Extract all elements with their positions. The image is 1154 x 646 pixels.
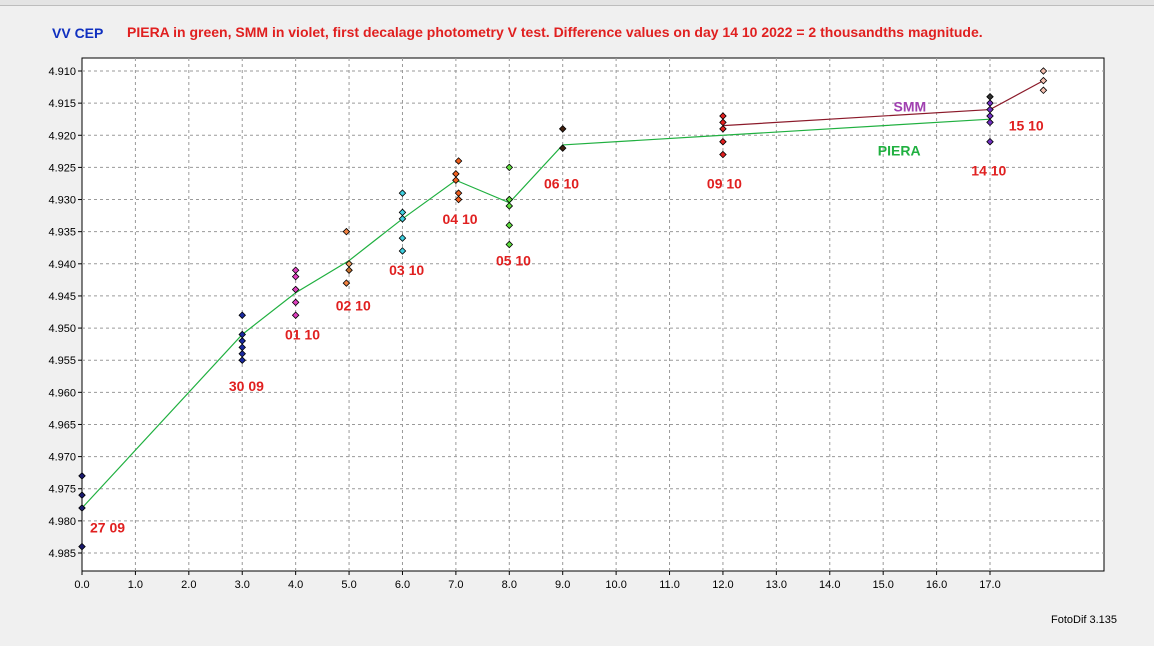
y-tick-label: 4.940 xyxy=(48,259,76,271)
data-point xyxy=(291,298,300,307)
x-tick-label: 13.0 xyxy=(766,579,787,591)
data-points xyxy=(78,67,1048,551)
data-point xyxy=(78,504,86,512)
date-label: 05 10 xyxy=(496,253,531,269)
x-tick-label: 17.0 xyxy=(979,579,1000,591)
series-line-piera xyxy=(81,118,991,509)
date-label: 09 10 xyxy=(707,175,742,191)
date-label: 15 10 xyxy=(1009,118,1044,134)
date-label: 02 10 xyxy=(336,298,371,314)
data-point xyxy=(238,311,247,319)
date-label: 04 10 xyxy=(443,211,478,227)
x-tick-label: 3.0 xyxy=(235,579,250,591)
y-tick-label: 4.925 xyxy=(48,162,76,174)
y-tick-label: 4.935 xyxy=(48,227,76,239)
date-label: 01 10 xyxy=(285,326,320,342)
date-label: 27 09 xyxy=(90,519,125,535)
data-point xyxy=(78,491,86,499)
data-point xyxy=(454,195,463,204)
x-tick-label: 16.0 xyxy=(926,579,947,591)
date-label: 03 10 xyxy=(389,262,424,278)
data-point xyxy=(398,215,407,223)
y-axis-ticks: 4.910 4.915 4.920 4.925 4.930 4.935 4.940 4.945… xyxy=(48,66,82,560)
x-tick-label: 0.0 xyxy=(74,579,89,591)
x-axis-ticks: 0.0 1.0 2.0 3.0 4.0 5.0 6.0 7.0 8.0 9.0 10.0 11.0 12… xyxy=(74,571,1001,591)
data-point xyxy=(505,163,514,172)
data-point xyxy=(291,285,300,294)
y-tick-label: 4.950 xyxy=(48,323,76,335)
x-tick-label: 10.0 xyxy=(605,579,626,591)
y-tick-label: 4.965 xyxy=(48,419,76,431)
data-point xyxy=(291,311,300,319)
series-label-smm: SMM xyxy=(894,98,927,114)
data-point xyxy=(454,157,463,165)
data-point xyxy=(398,234,407,242)
x-tick-label: 4.0 xyxy=(288,579,303,591)
data-point xyxy=(398,247,407,255)
data-point xyxy=(1039,67,1048,75)
data-point xyxy=(558,144,567,152)
x-tick-label: 15.0 xyxy=(872,579,893,591)
y-tick-label: 4.960 xyxy=(48,387,76,399)
x-tick-label: 2.0 xyxy=(181,579,196,591)
y-tick-label: 4.980 xyxy=(48,516,76,528)
data-point xyxy=(719,137,727,146)
data-point xyxy=(1039,76,1048,85)
y-tick-label: 4.910 xyxy=(48,66,76,78)
y-tick-label: 4.975 xyxy=(48,484,76,496)
x-tick-label: 11.0 xyxy=(659,579,680,591)
data-point xyxy=(558,125,567,133)
x-tick-label: 12.0 xyxy=(712,579,733,591)
data-point xyxy=(452,176,460,185)
data-point xyxy=(505,221,514,230)
annotation-labels: SMM PIERA 27 09 30 09 01 10 02 10 03 10 04 10 05… xyxy=(90,98,1044,535)
data-point xyxy=(986,118,994,127)
x-tick-label: 7.0 xyxy=(448,579,463,591)
data-point xyxy=(1039,86,1048,95)
data-point xyxy=(238,356,247,364)
data-point xyxy=(505,240,514,249)
data-point xyxy=(342,227,351,236)
y-tick-label: 4.915 xyxy=(48,98,76,110)
x-tick-label: 8.0 xyxy=(502,579,517,591)
star-label: VV CEP xyxy=(52,25,103,41)
footer-version: FotoDif 3.135 xyxy=(1051,614,1117,626)
data-point xyxy=(78,472,86,480)
data-point xyxy=(291,272,300,281)
data-point xyxy=(398,189,407,197)
y-tick-label: 4.985 xyxy=(48,548,76,560)
y-tick-label: 4.955 xyxy=(48,355,76,367)
x-tick-label: 5.0 xyxy=(341,579,356,591)
x-tick-label: 6.0 xyxy=(395,579,410,591)
y-tick-label: 4.945 xyxy=(48,291,76,303)
data-point xyxy=(986,137,994,146)
data-point xyxy=(719,125,727,133)
date-label: 14 10 xyxy=(971,163,1006,179)
x-tick-label: 1.0 xyxy=(128,579,143,591)
series-label-piera: PIERA xyxy=(878,143,921,159)
data-point xyxy=(345,266,353,274)
window-top-border xyxy=(0,0,1154,6)
date-label: 30 09 xyxy=(229,378,264,394)
y-tick-label: 4.920 xyxy=(48,130,76,142)
data-point xyxy=(78,542,86,551)
x-tick-label: 14.0 xyxy=(819,579,840,591)
y-tick-label: 4.970 xyxy=(48,452,76,464)
data-point xyxy=(505,202,514,210)
data-point xyxy=(719,150,727,159)
data-point xyxy=(342,279,351,287)
x-tick-label: 9.0 xyxy=(555,579,570,591)
date-label: 06 10 xyxy=(544,175,579,191)
y-tick-label: 4.930 xyxy=(48,195,76,207)
chart-title: PIERA in green, SMM in violet, first dec… xyxy=(127,24,983,40)
